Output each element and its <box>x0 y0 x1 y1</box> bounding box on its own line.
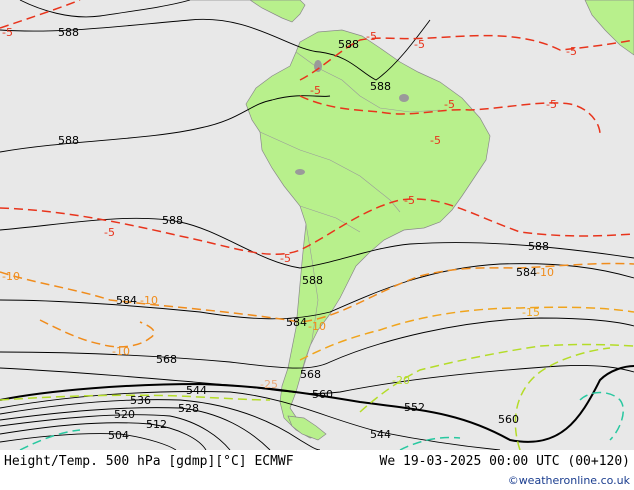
credit-link[interactable]: ©weatheronline.co.uk <box>507 474 630 487</box>
height-contour-588-south <box>0 217 634 269</box>
lake-titicaca <box>295 169 305 175</box>
temp-contour-minus5-amazon <box>299 34 634 81</box>
height-label: 520 <box>114 408 135 421</box>
height-label: 552 <box>404 401 425 414</box>
temp-contour-minus25-east <box>399 391 624 450</box>
temp-label-layer: -5 -5 -5 -5 -5 -5 -5 -5 -5 -5 -5 -10 -10… <box>2 26 577 391</box>
temp-label: -5 <box>366 30 377 43</box>
temp-label: -20 <box>392 374 410 387</box>
height-contour-512 <box>0 422 207 450</box>
height-label: 588 <box>302 274 323 287</box>
height-label: 560 <box>498 413 519 426</box>
height-label: 588 <box>58 26 79 39</box>
height-label: 584 <box>516 266 537 279</box>
temp-label: -10 <box>140 294 158 307</box>
temp-label: -5 <box>430 134 441 147</box>
central-america-land <box>190 0 306 23</box>
temp-label: -5 <box>280 252 291 265</box>
height-label: 588 <box>338 38 359 51</box>
height-label: 588 <box>162 214 183 227</box>
temp-label: -5 <box>2 26 13 39</box>
temp-label: -5 <box>444 98 455 111</box>
map-footer: Height/Temp. 500 hPa [gdmp][°C] ECMWF We… <box>0 450 634 490</box>
land-layer <box>190 0 634 441</box>
temp-label: -10 <box>308 320 326 333</box>
height-contour-552 <box>0 365 634 443</box>
height-label: 544 <box>186 384 207 397</box>
height-label: 584 <box>286 316 307 329</box>
temp-contour-minus5-south <box>0 198 634 256</box>
temp-label: -10 <box>112 345 130 358</box>
height-label-layer: 588 588 588 588 588 588 588 584 584 584 … <box>58 26 549 442</box>
height-contour-584 <box>0 263 634 320</box>
temp-label: -5 <box>104 226 115 239</box>
temp-contour-minus20-east <box>514 347 611 450</box>
temp-contour-minus10-eddy <box>39 319 155 348</box>
africa-coast-land <box>584 0 634 56</box>
temp-contour-minus20-west <box>0 394 271 401</box>
height-contour-528 <box>0 407 271 450</box>
temp-label: -5 <box>546 98 557 111</box>
height-label: 512 <box>146 418 167 431</box>
height-contour-504 <box>0 433 177 450</box>
temp-label: -10 <box>536 266 554 279</box>
map-canvas: 588 588 588 588 588 588 588 584 584 584 … <box>0 0 634 450</box>
forecast-datetime: We 19-03-2025 00:00 UTC (00+120) <box>379 454 630 469</box>
temp-contour-minus5-north <box>0 0 81 29</box>
amazon-delta <box>399 94 409 102</box>
temp-label: -15 <box>522 306 540 319</box>
temp-label: -10 <box>2 270 20 283</box>
temp-label: -25 <box>260 378 278 391</box>
tierra-del-fuego-land <box>287 415 327 441</box>
height-contour-588-mid <box>0 95 331 153</box>
height-label: 568 <box>156 353 177 366</box>
height-contour-520 <box>0 414 231 450</box>
temp-contours <box>0 0 634 450</box>
temp-contour-minus10 <box>0 262 634 323</box>
height-label: 560 <box>312 388 333 401</box>
height-label: 588 <box>58 134 79 147</box>
temp-contour-minus25 <box>19 429 81 450</box>
height-contour-560 <box>0 365 634 395</box>
height-contour-536 <box>0 399 321 450</box>
height-label: 504 <box>108 429 129 442</box>
height-label: 584 <box>116 294 137 307</box>
temp-label: -5 <box>310 84 321 97</box>
height-contour-568 <box>0 317 634 369</box>
height-contour-588-north <box>0 18 431 81</box>
height-contour-north-west <box>19 0 191 18</box>
height-label: 568 <box>300 368 321 381</box>
temp-contour-minus20 <box>359 343 634 413</box>
height-label: 588 <box>370 80 391 93</box>
height-label: 544 <box>370 428 391 441</box>
temp-label: -5 <box>566 45 577 58</box>
temp-label: -5 <box>414 38 425 51</box>
height-label: 536 <box>130 394 151 407</box>
height-label: 588 <box>528 240 549 253</box>
temp-contour-minus15 <box>299 306 634 361</box>
temp-contour-minus5-central <box>299 95 601 135</box>
south-america-land <box>245 29 491 439</box>
map-title: Height/Temp. 500 hPa [gdmp][°C] ECMWF <box>4 454 294 469</box>
height-contours <box>0 0 634 450</box>
height-label: 528 <box>178 402 199 415</box>
temp-label: -5 <box>404 194 415 207</box>
